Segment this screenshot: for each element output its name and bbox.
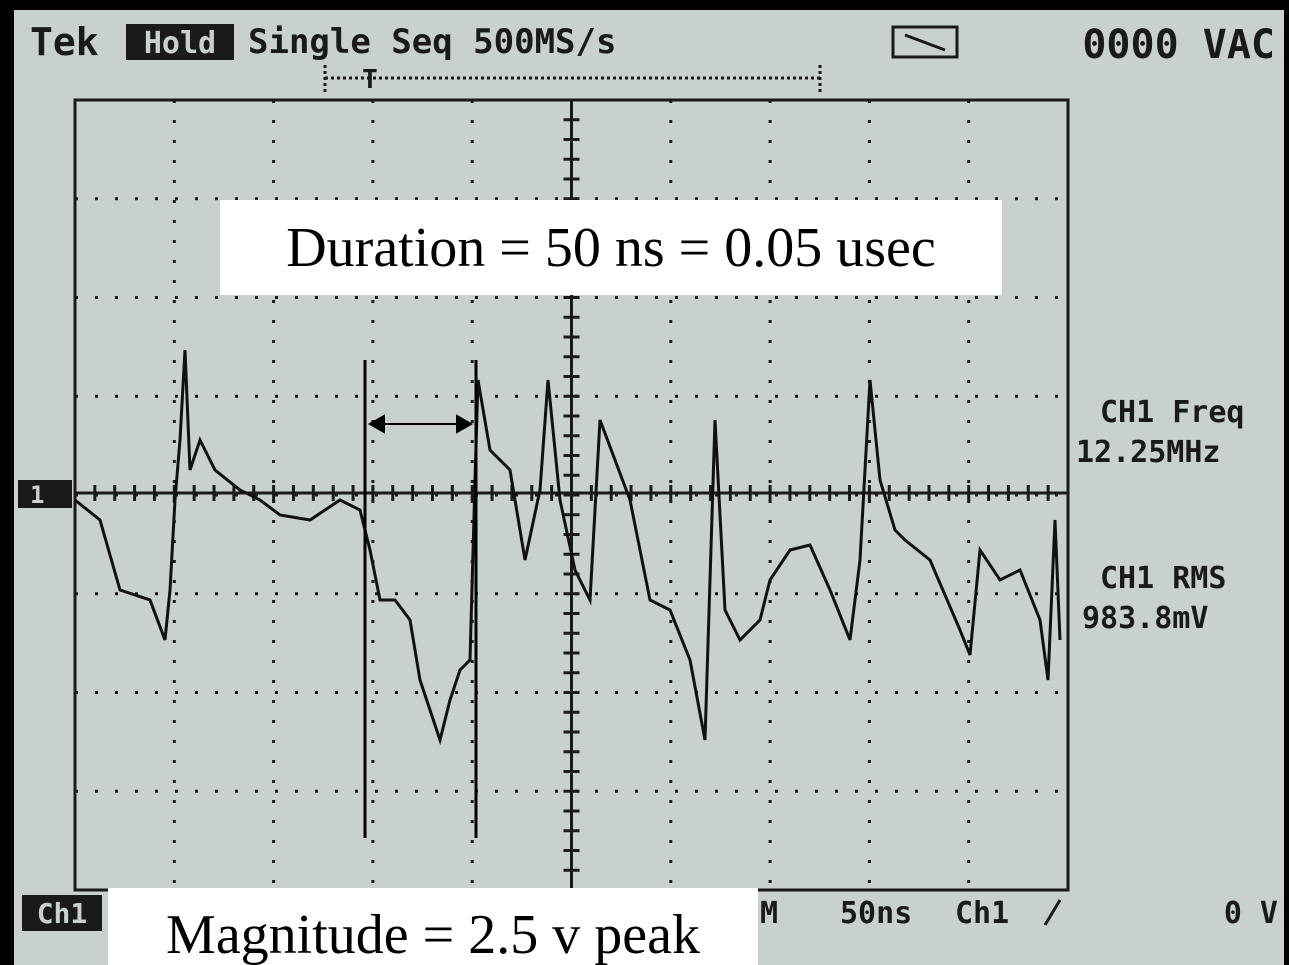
screen-background [14, 10, 1284, 965]
channel-marker: 1 [30, 481, 44, 509]
acquisition: Single Seq 500MS/s [248, 22, 616, 62]
trigger-slope [1043, 899, 1062, 926]
duration-annotation: Duration = 50 ns = 0.05 usec [286, 217, 936, 279]
trigger-level: 0 V [1224, 896, 1278, 931]
record-bar [323, 65, 822, 95]
mode-badge [126, 24, 234, 60]
measurement-label: CH1 Freq [1100, 395, 1245, 430]
meter-needle [904, 33, 946, 52]
timebase: 50ns [840, 896, 912, 931]
measurement-label: CH1 RMS [1100, 561, 1226, 596]
channel-marker-box [18, 480, 72, 508]
duration-arrow [367, 414, 474, 434]
measurement-value: 983.8mV [1082, 601, 1208, 636]
timebase-prefix: M [760, 896, 778, 931]
mode: Hold [144, 26, 216, 61]
duration-box [220, 200, 1002, 295]
meter-reading: 0000 VAC [1082, 22, 1275, 68]
trigger-marker: T [362, 65, 378, 95]
trigger-source: Ch1 [955, 896, 1009, 931]
meter-icon [891, 25, 959, 59]
magnitude-box [108, 888, 758, 965]
waveform [74, 349, 1062, 746]
footer-channel: Ch1 [37, 897, 88, 930]
channel-badge [22, 895, 102, 931]
measurement-value: 12.25MHz [1076, 435, 1221, 470]
brand: Tek [30, 20, 99, 64]
magnitude-annotation: Magnitude = 2.5 v peak [166, 904, 700, 965]
